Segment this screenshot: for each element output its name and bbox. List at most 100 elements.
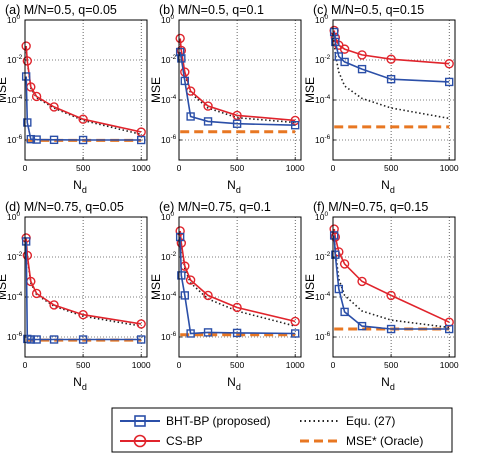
marker-bht <box>232 119 242 128</box>
marker-bht <box>21 72 31 81</box>
marker-bht <box>180 76 190 86</box>
y-tick-label: 10-2 <box>7 54 23 65</box>
x-tick-label: 500 <box>384 360 398 370</box>
marker-bht <box>290 329 300 338</box>
plot-area <box>333 217 455 357</box>
legend-entry-equ: Equ. (27) <box>300 414 395 428</box>
x-tick-label: 500 <box>230 163 244 173</box>
marker-bht <box>136 135 146 145</box>
x-tick-label: 0 <box>331 163 336 173</box>
marker-cs <box>175 33 185 44</box>
plot-frame <box>332 19 456 161</box>
marker-bht <box>23 118 32 127</box>
marker-bht <box>340 307 349 317</box>
marker-bht <box>175 232 185 242</box>
x-axis-label: Nd <box>381 375 395 392</box>
x-tick-label: 500 <box>384 163 398 173</box>
panel-title: (c) M/N=0.5, q=0.15 <box>313 3 424 17</box>
marker-bht <box>49 135 59 145</box>
legend-entry-oracle: MSE* (Oracle) <box>300 434 423 448</box>
panel-title: (e) M/N=0.75, q=0.1 <box>159 200 271 214</box>
y-tick-label: 10-6 <box>315 331 331 342</box>
y-tick-label: 10-4 <box>161 291 177 302</box>
marker-cs <box>31 288 42 299</box>
y-tick-label: 10-6 <box>7 134 23 145</box>
marker-cs <box>21 41 31 51</box>
marker-cs <box>175 226 185 236</box>
marker-cs <box>78 310 88 320</box>
legend-label-equ: Equ. (27) <box>346 414 395 428</box>
series-line-bht <box>333 235 450 330</box>
x-axis-label: Nd <box>227 375 241 392</box>
y-tick-label: 100 <box>161 14 174 25</box>
marker-cs <box>185 275 196 285</box>
legend-entry-cs: CS-BP <box>120 434 203 448</box>
marker-bht <box>329 231 339 240</box>
marker-bht <box>78 135 88 145</box>
marker-cs <box>386 54 396 64</box>
x-tick-label: 0 <box>177 163 182 173</box>
marker-bht <box>26 335 36 344</box>
marker-bht <box>32 135 41 144</box>
marker-bht <box>386 324 396 334</box>
series-line-bht <box>179 51 296 126</box>
legend-box <box>111 407 453 453</box>
y-tick-label: 100 <box>161 211 174 222</box>
series-line-cs <box>179 230 296 323</box>
marker-cs <box>78 114 88 124</box>
panel-title: (f) M/N=0.75, q=0.15 <box>313 200 428 214</box>
series-line-bht <box>179 236 296 335</box>
marker-bht <box>331 250 340 259</box>
marker-cs <box>386 290 396 301</box>
marker-cs <box>22 250 33 261</box>
marker-bht <box>357 64 367 74</box>
marker-bht <box>334 284 344 294</box>
series-line-cs <box>179 38 296 122</box>
y-axis-label: MSE <box>149 77 163 103</box>
x-tick-label: 1000 <box>132 163 151 173</box>
series-line-equ <box>333 235 450 329</box>
y-tick-label: 10-2 <box>161 251 177 262</box>
marker-cs <box>339 44 350 54</box>
marker-bht <box>186 329 195 338</box>
marker-bht <box>386 74 396 84</box>
marker-bht <box>340 57 349 67</box>
marker-bht <box>78 335 88 344</box>
plot-area <box>179 20 301 160</box>
y-tick-label: 100 <box>7 14 20 25</box>
y-tick-label: 10-6 <box>161 331 177 342</box>
series-line-equ <box>25 238 142 327</box>
plot-frame <box>178 19 302 161</box>
series-line-bht <box>333 31 450 83</box>
x-tick-label: 1000 <box>132 360 151 370</box>
legend-label-cs: CS-BP <box>166 434 203 448</box>
plot-frame <box>178 216 302 358</box>
x-axis-label: Nd <box>381 178 395 195</box>
y-axis-label: MSE <box>149 274 163 300</box>
plot-frame <box>332 216 456 358</box>
x-axis-label: Nd <box>227 178 241 195</box>
x-tick-label: 0 <box>331 360 336 370</box>
legend-entry-bht: BHT-BP (proposed) <box>120 414 271 428</box>
marker-cs <box>232 110 242 121</box>
marker-cs <box>136 319 146 329</box>
y-axis-label: MSE <box>0 77 9 103</box>
legend-marker-cs <box>133 434 147 448</box>
x-tick-label: 0 <box>23 163 28 173</box>
x-axis-label: Nd <box>73 178 87 195</box>
y-tick-label: 10-4 <box>315 94 331 105</box>
marker-cs <box>49 300 59 310</box>
x-axis-label: Nd <box>73 375 87 392</box>
legend: BHT-BP (proposed) Equ. (27) CS-BP MSE* (… <box>111 407 453 453</box>
y-tick-label: 100 <box>315 14 328 25</box>
y-tick-label: 100 <box>315 211 328 222</box>
marker-bht <box>290 120 300 130</box>
marker-cs <box>444 59 454 69</box>
marker-bht <box>444 77 454 87</box>
